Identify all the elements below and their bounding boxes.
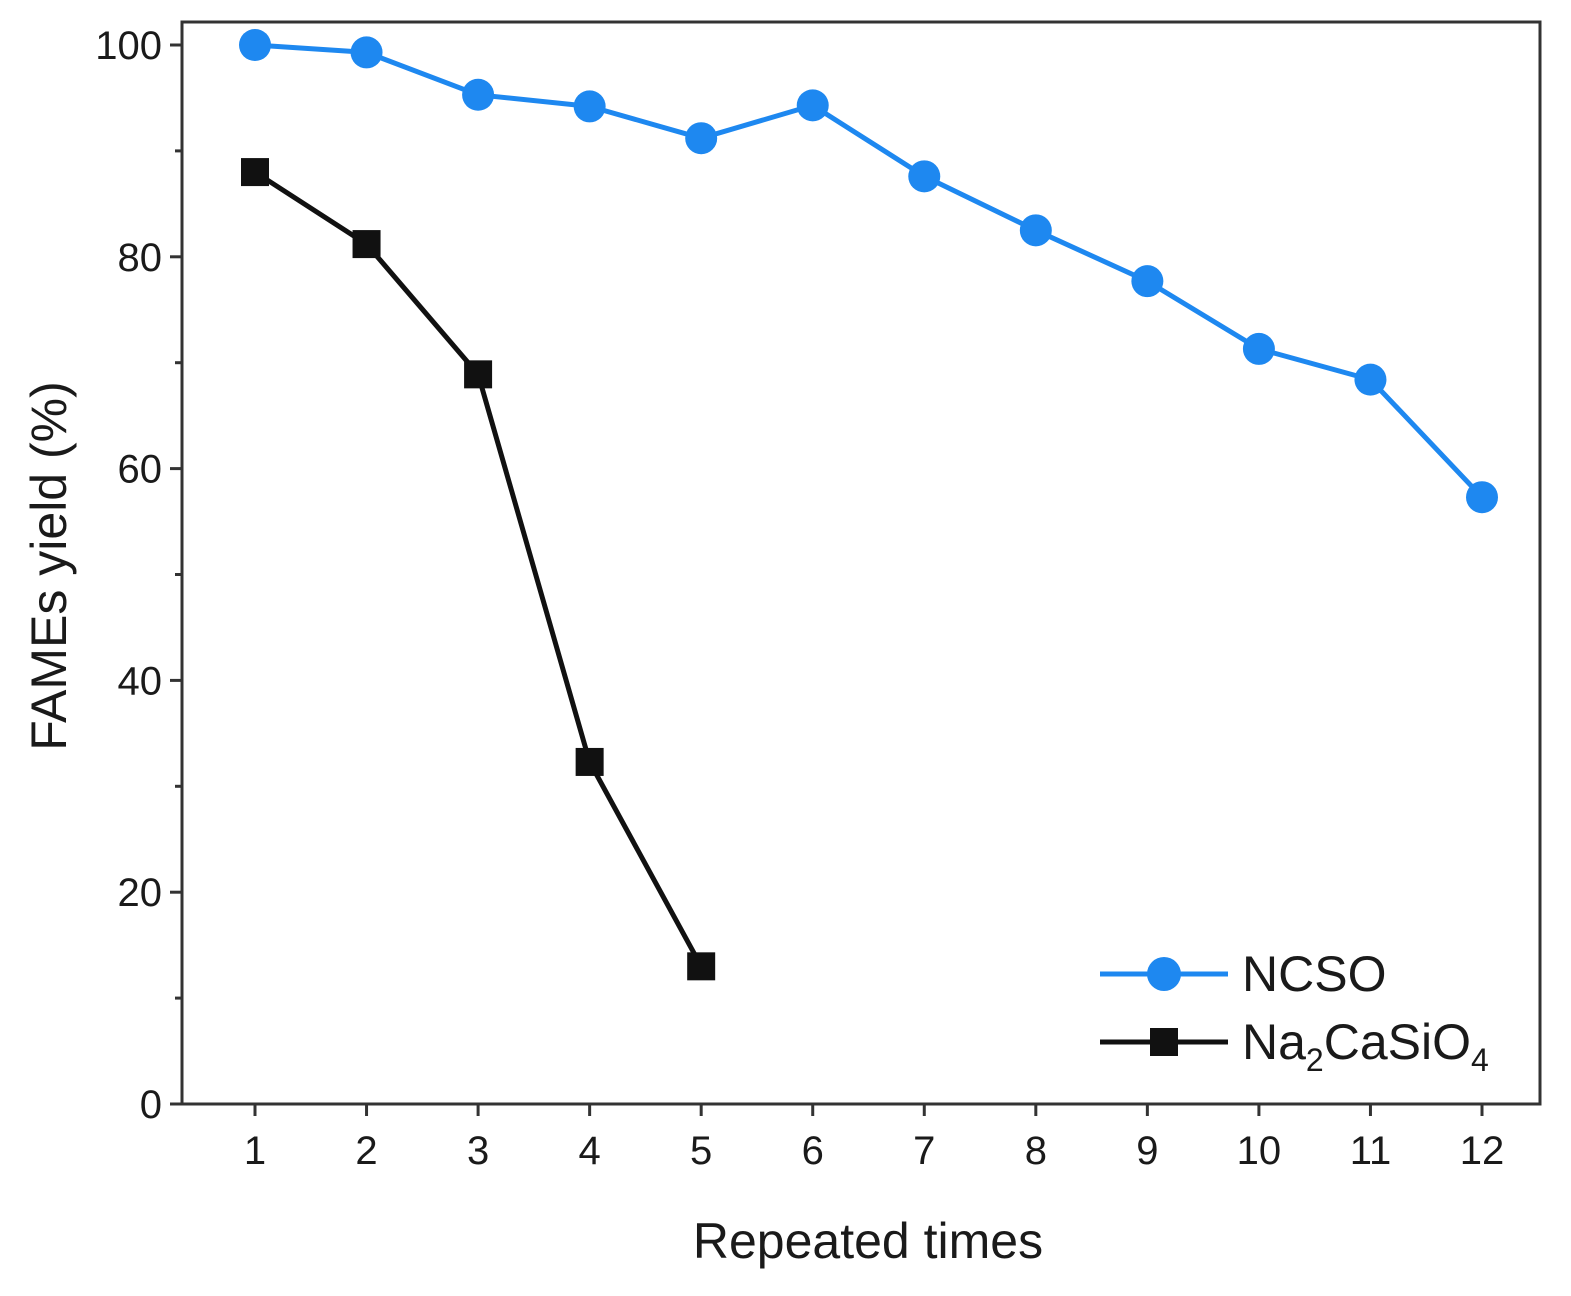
x-tick-label: 11	[1350, 1129, 1392, 1173]
x-axis: 1 2 3 4 5 6 7 8 9 10 11 12	[244, 1104, 1504, 1173]
data-point-ncso	[1242, 332, 1275, 365]
legend-label-casio: CaSiO	[1324, 1014, 1471, 1070]
y-tick-label: 80	[118, 236, 163, 280]
y-tick-label: 40	[118, 659, 163, 703]
legend-marker-ncso	[1147, 957, 1181, 991]
data-point-ncso	[796, 89, 829, 122]
y-axis: 0 20 40 60 80 100	[95, 24, 182, 1127]
data-point-ncso	[462, 78, 495, 111]
x-tick-label: 12	[1460, 1129, 1505, 1173]
data-point-ncso	[239, 29, 271, 61]
x-tick-label: 2	[355, 1129, 377, 1173]
legend-label-na: Na	[1242, 1014, 1306, 1070]
data-point-na2casio4	[687, 952, 716, 981]
plot-frame	[180, 20, 1542, 1106]
y-axis-title: FAMEs yield (%)	[21, 381, 77, 751]
data-point-na2casio4	[575, 747, 604, 776]
legend-label-sub4: 4	[1471, 1042, 1489, 1078]
legend-label-ncso: NCSO	[1242, 946, 1386, 1002]
data-point-ncso	[1019, 214, 1052, 247]
series-layer	[239, 29, 1498, 981]
data-point-ncso	[1131, 265, 1164, 298]
x-tick-label: 9	[1136, 1129, 1158, 1173]
series-line-ncso	[254, 42, 1484, 499]
data-point-ncso	[573, 90, 606, 123]
x-tick-label: 4	[579, 1129, 601, 1173]
y-tick-label: 60	[118, 448, 163, 492]
x-axis-title: Repeated times	[693, 1213, 1043, 1269]
data-point-ncso	[685, 122, 718, 155]
data-point-ncso	[908, 160, 941, 193]
x-tick-label: 1	[244, 1129, 266, 1173]
x-tick-label: 10	[1237, 1129, 1282, 1173]
series-line-na2casio4	[253, 169, 704, 968]
x-tick-label: 5	[690, 1129, 712, 1173]
y-tick-label: 20	[118, 871, 163, 915]
legend-marker-na2casio4	[1150, 1028, 1178, 1056]
data-point-na2casio4	[464, 360, 493, 389]
y-tick-label: 0	[140, 1083, 162, 1127]
legend-label-sub2: 2	[1306, 1042, 1324, 1078]
data-point-na2casio4	[352, 230, 381, 259]
x-tick-label: 3	[467, 1129, 489, 1173]
legend: NCSO Na2CaSiO4	[1100, 946, 1489, 1078]
x-tick-label: 6	[802, 1129, 824, 1173]
x-tick-label: 8	[1025, 1129, 1047, 1173]
data-point-na2casio4	[241, 158, 269, 187]
data-point-ncso	[1354, 363, 1387, 396]
legend-label-na2casio4: Na2CaSiO4	[1242, 1014, 1489, 1078]
y-tick-label: 100	[95, 24, 162, 68]
data-point-ncso	[1466, 481, 1498, 514]
data-point-ncso	[350, 36, 383, 69]
x-tick-label: 7	[913, 1129, 935, 1173]
